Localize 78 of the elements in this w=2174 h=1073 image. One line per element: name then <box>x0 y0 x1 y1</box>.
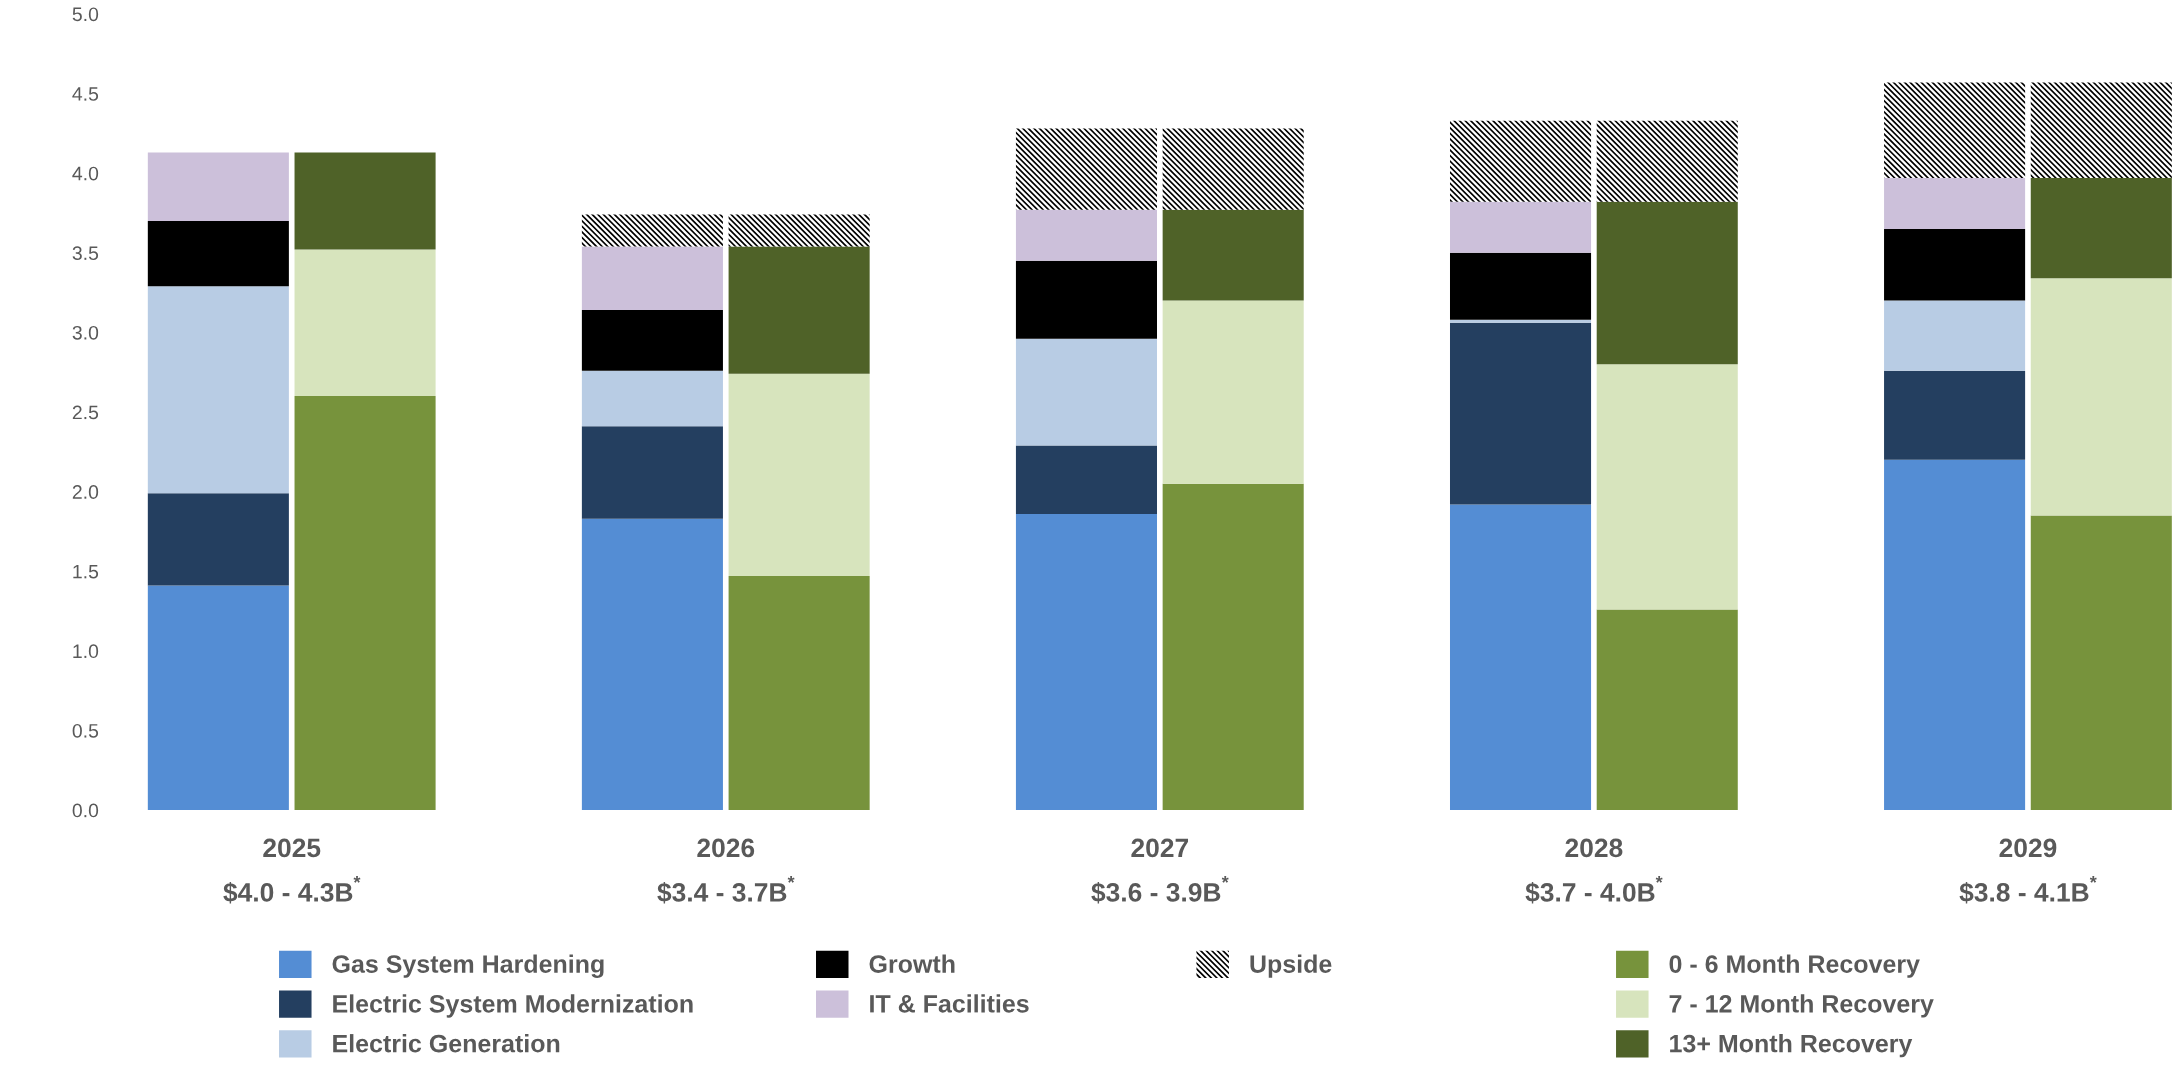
bar <box>1596 201 1738 365</box>
x-tick-label: 2029 <box>1999 838 2057 858</box>
bar <box>1884 177 2026 229</box>
y-tick-label: 3.0 <box>72 325 99 340</box>
bar <box>581 426 723 519</box>
y-tick-label: 1.5 <box>73 564 99 579</box>
bar <box>581 518 723 811</box>
bar <box>294 249 436 397</box>
x-tick-label: 2028 <box>1565 838 1623 858</box>
bar <box>2030 177 2172 279</box>
bar <box>1449 201 1592 253</box>
bar <box>1449 319 1592 323</box>
bar <box>1015 513 1157 811</box>
legend-label: Electric Generation <box>333 1034 560 1053</box>
x-tick-label: 2025 <box>263 838 321 858</box>
bar <box>2030 515 2172 811</box>
bar <box>581 214 723 247</box>
bar <box>728 373 870 577</box>
bar <box>1015 128 1157 210</box>
bar <box>1596 364 1738 610</box>
bar <box>1015 338 1157 446</box>
x-tick-label: 2027 <box>1131 838 1189 858</box>
bar <box>147 286 289 494</box>
y-tick-label: 2.0 <box>72 485 99 499</box>
bar <box>294 152 436 250</box>
text: $3.4 - 3.7B* <box>657 876 795 904</box>
bar <box>1162 209 1304 301</box>
text: $3.6 - 3.9B* <box>1091 876 1229 904</box>
bar <box>147 220 289 287</box>
bar <box>1884 228 2026 301</box>
y-tick-label: 4.5 <box>72 87 99 101</box>
legend-label: 0 - 6 Month Recovery <box>1669 954 1920 978</box>
bar <box>1884 300 2026 371</box>
bar <box>1162 300 1304 484</box>
bar <box>147 152 289 221</box>
y-tick-label: 0.5 <box>72 723 99 738</box>
legend-label: 7 - 12 Month Recovery <box>1669 994 1934 1018</box>
y-tick-label: 1.0 <box>73 644 99 659</box>
legend-label: Electric System Modernization <box>333 994 693 1018</box>
bar <box>147 493 289 586</box>
y-tick-label: 5.0 <box>72 7 99 22</box>
legend-label: 13+ Month Recovery <box>1670 1034 1913 1058</box>
bar <box>1884 82 2026 178</box>
bar <box>1162 128 1304 210</box>
legend-label: Growth <box>869 954 955 973</box>
y-tick-label: 0.0 <box>72 803 99 818</box>
bar <box>1884 459 2026 811</box>
bar <box>2030 82 2172 178</box>
legend-label: Upside <box>1250 954 1332 978</box>
y-tick-label: 2.5 <box>72 405 99 420</box>
bar <box>1015 445 1157 514</box>
bar <box>728 214 870 247</box>
legend-label: Gas System Hardening <box>332 954 604 978</box>
bar <box>1162 483 1304 811</box>
bar <box>1449 322 1592 505</box>
bar <box>728 576 870 811</box>
bar <box>1015 260 1157 339</box>
bar <box>581 370 723 427</box>
bar <box>581 310 723 371</box>
y-tick-label: 4.0 <box>72 166 99 181</box>
bar <box>581 246 723 311</box>
bar <box>1884 370 2026 460</box>
bar <box>1449 252 1592 320</box>
text: $3.8 - 4.1B* <box>1959 876 2097 904</box>
text: $4.0 - 4.3B* <box>223 876 361 904</box>
bar <box>1449 120 1592 202</box>
text: $3.7 - 4.0B* <box>1525 876 1663 904</box>
bar <box>2030 278 2172 516</box>
bar <box>1449 504 1592 811</box>
y-tick-label: 3.5 <box>72 246 99 261</box>
bar <box>1596 609 1738 811</box>
bar <box>294 396 436 811</box>
bar <box>1015 209 1157 261</box>
x-tick-label: 2026 <box>697 838 755 858</box>
legend-label: IT & Facilities <box>870 994 1029 1013</box>
bar <box>728 246 870 374</box>
bar <box>1596 120 1738 202</box>
bar <box>147 585 289 811</box>
